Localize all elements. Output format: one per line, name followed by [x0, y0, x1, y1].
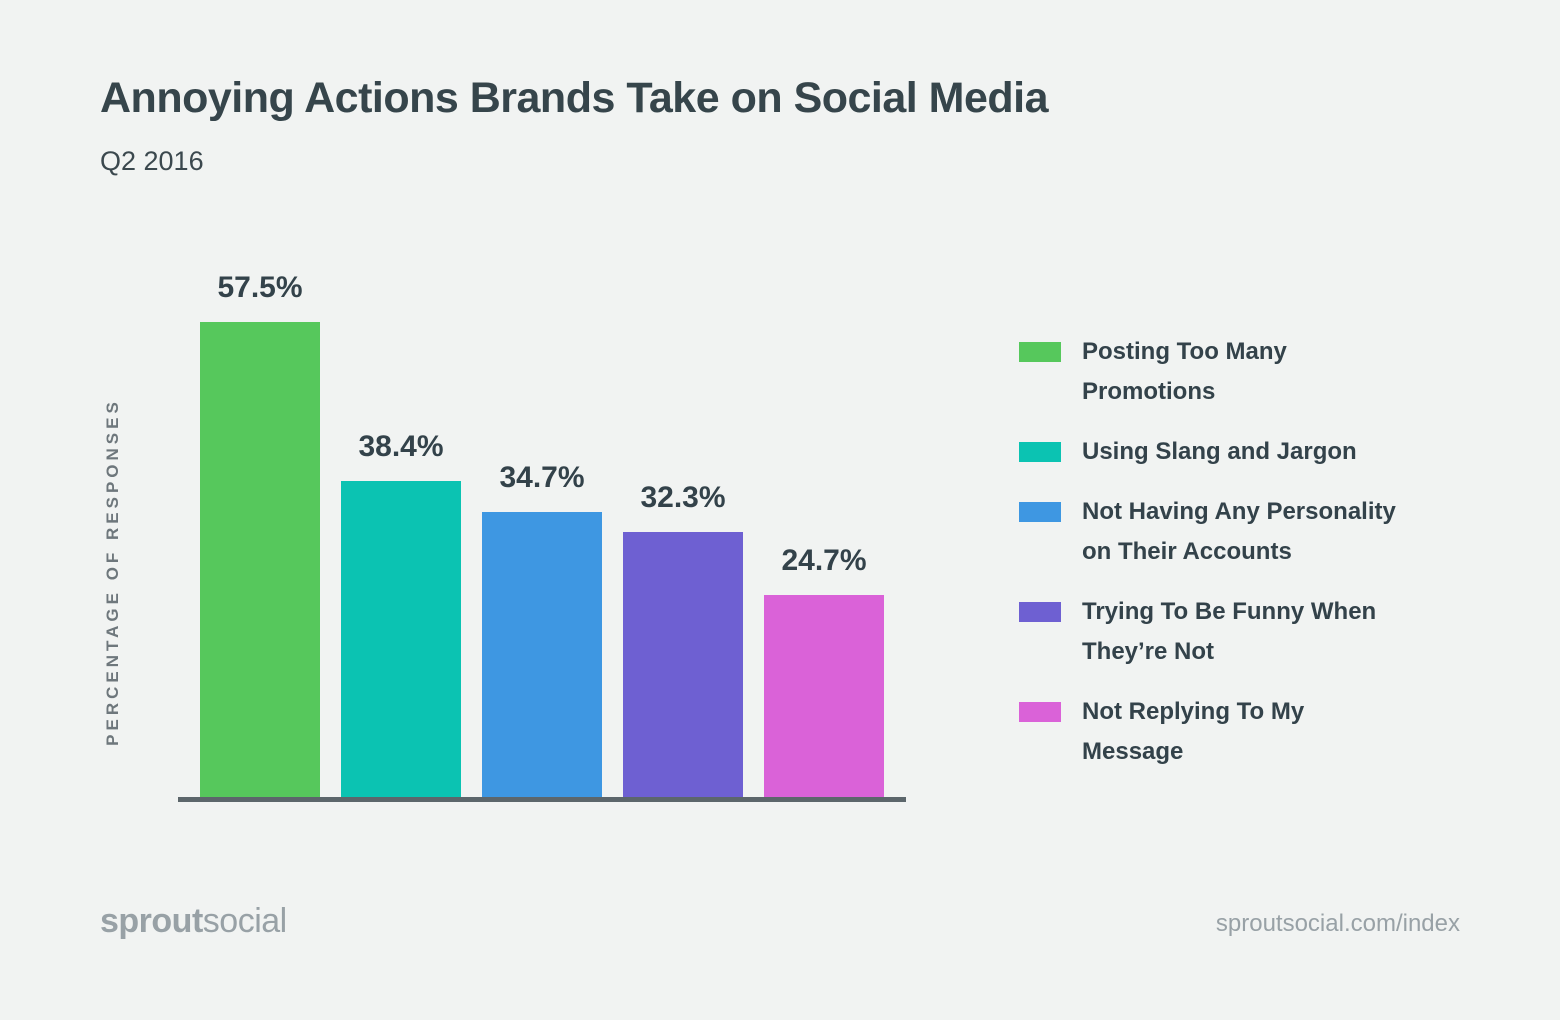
legend-swatch: [1019, 502, 1061, 522]
bar: [200, 322, 320, 800]
legend-label: Not Replying To My Message: [1082, 698, 1305, 765]
chart-legend: Posting Too Many Promotions Using Slang a…: [1019, 332, 1396, 792]
legend-label: Not Having Any Personality on Their Acco…: [1082, 498, 1396, 565]
footer-url: sproutsocial.com/index: [1215, 910, 1460, 937]
legend-label: Trying To Be Funny When They’re Not: [1082, 598, 1377, 665]
legend-item: Using Slang and Jargon: [1019, 432, 1396, 472]
bar: [341, 481, 461, 800]
bar-column: 34.7%: [482, 461, 602, 800]
sproutsocial-logo: sproutsocial: [100, 902, 287, 941]
x-axis-line: [178, 797, 906, 802]
bar-value-label: 57.5%: [217, 271, 303, 304]
legend-item: Not Having Any Personality on Their Acco…: [1019, 492, 1396, 572]
bar: [482, 512, 602, 800]
legend-item: Posting Too Many Promotions: [1019, 332, 1396, 412]
bar-value-label: 32.3%: [640, 481, 726, 514]
page-subtitle: Q2 2016: [100, 146, 204, 176]
page-title: Annoying Actions Brands Take on Social M…: [100, 74, 1049, 122]
legend-swatch: [1019, 442, 1061, 462]
legend-label: Posting Too Many Promotions: [1082, 338, 1287, 405]
bar: [764, 595, 884, 800]
bar-column: 32.3%: [623, 481, 743, 800]
legend-label: Using Slang and Jargon: [1082, 438, 1357, 465]
bar-value-label: 38.4%: [358, 430, 444, 463]
logo-text-social: social: [202, 902, 287, 940]
legend-item: Trying To Be Funny When They’re Not: [1019, 592, 1396, 672]
legend-swatch: [1019, 602, 1061, 622]
legend-item: Not Replying To My Message: [1019, 692, 1396, 772]
bar-value-label: 34.7%: [499, 461, 585, 494]
bar: [623, 532, 743, 800]
bar-column: 24.7%: [764, 544, 884, 800]
bar-column: 57.5%: [200, 271, 320, 800]
logo-text-sprout: sprout: [100, 902, 203, 940]
bar-value-label: 24.7%: [781, 544, 867, 577]
legend-swatch: [1019, 702, 1061, 722]
bar-column: 38.4%: [341, 430, 461, 800]
legend-swatch: [1019, 342, 1061, 362]
